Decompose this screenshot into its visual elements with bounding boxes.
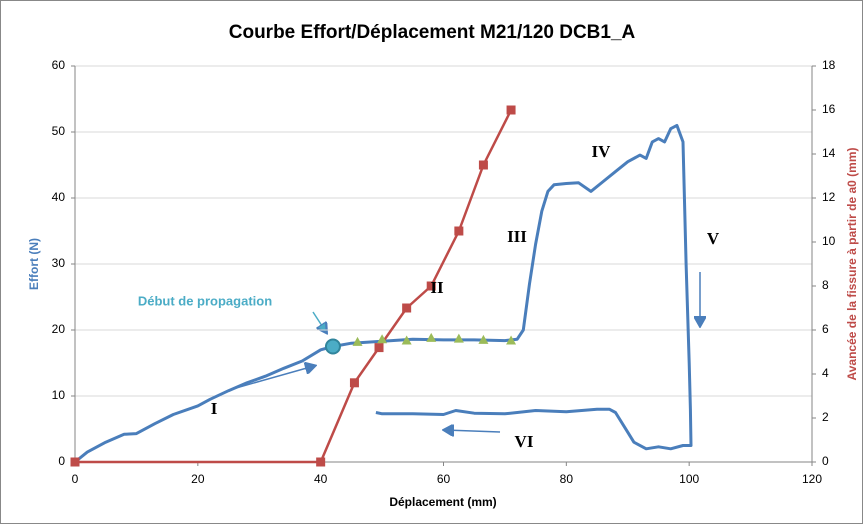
marker [478,160,488,170]
arrow [445,430,501,432]
annotation: II [430,278,444,297]
y2-tick-label: 18 [822,58,836,72]
marker [401,335,412,345]
x-tick-label: 40 [314,472,328,486]
y2-tick-label: 16 [822,102,836,116]
x-tick-label: 0 [72,472,79,486]
y-tick-label: 10 [52,388,66,402]
annotation: Début de propagation [138,293,272,308]
annotation: III [507,227,527,246]
marker [352,336,363,346]
marker [70,457,80,467]
marker [506,335,517,345]
y2-tick-label: 0 [822,454,829,468]
x-tick-label: 120 [802,472,822,486]
marker [377,334,388,344]
y-tick-label: 50 [52,124,66,138]
marker [316,457,326,467]
y2-axis-label: Avancée de la fissure à partir de a0 (mm… [845,148,859,381]
y2-tick-label: 8 [822,278,829,292]
y2-tick-label: 14 [822,146,836,160]
marker [506,105,516,115]
marker [402,303,412,313]
x-tick-label: 100 [679,472,699,486]
y2-tick-label: 6 [822,322,829,336]
x-tick-label: 80 [560,472,574,486]
arrows [235,272,700,432]
y2-tick-label: 10 [822,234,836,248]
marker [324,338,341,355]
arrow [312,311,326,332]
y-tick-label: 20 [52,322,66,336]
y2-tick-label: 4 [822,366,829,380]
y-tick-label: 60 [52,58,66,72]
marker [426,332,437,342]
y-axis-label: Effort (N) [27,238,41,290]
y2-tick-label: 2 [822,410,829,424]
series-line [74,123,693,464]
arrow [235,366,314,389]
x-axis-label: Déplacement (mm) [389,495,496,509]
marker [374,343,384,353]
annotation: VI [515,432,534,451]
annotation: I [211,399,218,418]
marker [454,226,464,236]
y-tick-label: 40 [52,190,66,204]
marker [349,378,359,388]
x-tick-label: 20 [191,472,205,486]
y2-tick-label: 12 [822,190,836,204]
annotation: V [707,229,720,248]
annotation: IV [592,142,612,161]
marker [426,281,436,291]
chart-title: Courbe Effort/Déplacement M21/120 DCB1_A [229,22,636,43]
y-tick-label: 30 [52,256,66,270]
y-tick-label: 0 [58,454,65,468]
marker [453,333,464,343]
marker [478,334,489,344]
x-tick-label: 60 [437,472,451,486]
